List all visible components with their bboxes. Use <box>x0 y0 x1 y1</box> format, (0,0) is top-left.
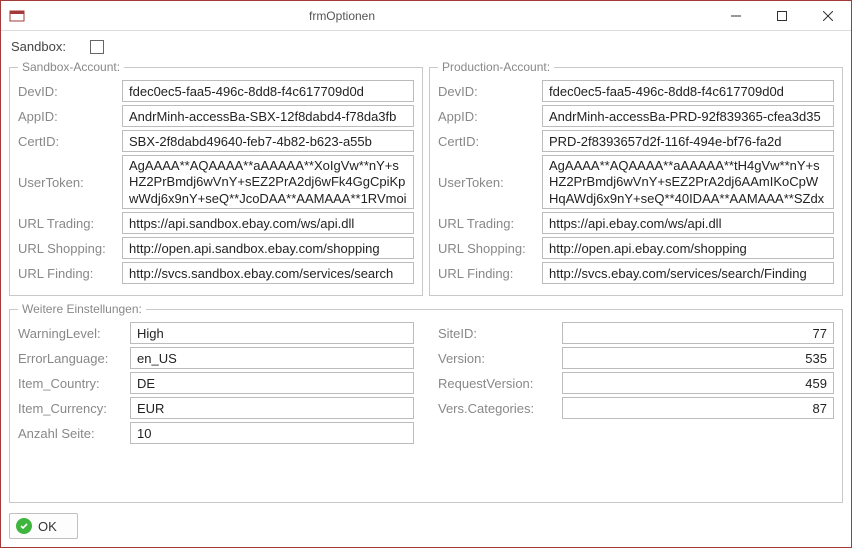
input-prd-appid[interactable]: AndrMinh-accessBa-PRD-92f839365-cfea3d35 <box>542 105 834 127</box>
further-settings-group: Weitere Einstellungen: WarningLevel: Hig… <box>9 302 843 503</box>
titlebar: frmOptionen <box>1 1 851 31</box>
row-prd-urltrading: URL Trading: https://api.ebay.com/ws/api… <box>438 212 834 234</box>
production-account-legend: Production-Account: <box>438 60 554 74</box>
input-prd-urlshopping[interactable]: http://open.api.ebay.com/shopping <box>542 237 834 259</box>
row-sbx-certid: CertID: SBX-2f8dabd49640-feb7-4b82-b623-… <box>18 130 414 152</box>
row-version: Version: 535 <box>438 347 834 369</box>
lbl-requestversion: RequestVersion: <box>438 376 556 391</box>
further-settings-legend: Weitere Einstellungen: <box>18 302 146 316</box>
lbl-item-currency: Item_Currency: <box>18 401 124 416</box>
lbl-sbx-certid: CertID: <box>18 134 116 149</box>
row-item-currency: Item_Currency: EUR <box>18 397 414 419</box>
lbl-sbx-appid: AppID: <box>18 109 116 124</box>
row-prd-urlshopping: URL Shopping: http://open.api.ebay.com/s… <box>438 237 834 259</box>
input-anzahl-seite[interactable]: 10 <box>130 422 414 444</box>
input-siteid[interactable]: 77 <box>562 322 834 344</box>
lbl-prd-appid: AppID: <box>438 109 536 124</box>
settings-col-left: WarningLevel: High ErrorLanguage: en_US … <box>18 322 414 447</box>
input-sbx-appid[interactable]: AndrMinh-accessBa-SBX-12f8dabd4-f78da3fb <box>122 105 414 127</box>
minimize-button[interactable] <box>713 1 759 30</box>
row-prd-appid: AppID: AndrMinh-accessBa-PRD-92f839365-c… <box>438 105 834 127</box>
sandbox-label: Sandbox: <box>11 39 66 54</box>
row-warninglevel: WarningLevel: High <box>18 322 414 344</box>
input-sbx-urlfinding[interactable]: http://svcs.sandbox.ebay.com/services/se… <box>122 262 414 284</box>
lbl-prd-certid: CertID: <box>438 134 536 149</box>
maximize-button[interactable] <box>759 1 805 30</box>
account-columns: Sandbox-Account: DevID: fdec0ec5-faa5-49… <box>9 60 843 296</box>
input-item-currency[interactable]: EUR <box>130 397 414 419</box>
lbl-sbx-devid: DevID: <box>18 84 116 99</box>
sandbox-account-legend: Sandbox-Account: <box>18 60 124 74</box>
settings-columns: WarningLevel: High ErrorLanguage: en_US … <box>18 322 834 447</box>
input-vers-categories[interactable]: 87 <box>562 397 834 419</box>
lbl-siteid: SiteID: <box>438 326 556 341</box>
row-sbx-appid: AppID: AndrMinh-accessBa-SBX-12f8dabd4-f… <box>18 105 414 127</box>
row-sbx-urlshopping: URL Shopping: http://open.api.sandbox.eb… <box>18 237 414 259</box>
input-prd-devid[interactable]: fdec0ec5-faa5-496c-8dd8-f4c617709d0d <box>542 80 834 102</box>
lbl-prd-urlshopping: URL Shopping: <box>438 241 536 256</box>
lbl-item-country: Item_Country: <box>18 376 124 391</box>
row-item-country: Item_Country: DE <box>18 372 414 394</box>
ok-button-label: OK <box>38 519 57 534</box>
lbl-prd-devid: DevID: <box>438 84 536 99</box>
input-prd-urlfinding[interactable]: http://svcs.ebay.com/services/search/Fin… <box>542 262 834 284</box>
input-sbx-usertoken[interactable]: AgAAAA**AQAAAA**aAAAAA**XoIgVw**nY+sHZ2P… <box>122 155 414 209</box>
production-account-group: Production-Account: DevID: fdec0ec5-faa5… <box>429 60 843 296</box>
lbl-sbx-usertoken: UserToken: <box>18 175 116 190</box>
window-controls <box>713 1 851 30</box>
window-title: frmOptionen <box>0 9 713 23</box>
row-sbx-urlfinding: URL Finding: http://svcs.sandbox.ebay.co… <box>18 262 414 284</box>
row-prd-urlfinding: URL Finding: http://svcs.ebay.com/servic… <box>438 262 834 284</box>
input-version[interactable]: 535 <box>562 347 834 369</box>
ok-button[interactable]: OK <box>9 513 78 539</box>
content-area: Sandbox: Sandbox-Account: DevID: fdec0ec… <box>1 31 851 547</box>
row-sbx-usertoken: UserToken: AgAAAA**AQAAAA**aAAAAA**XoIgV… <box>18 155 414 209</box>
lbl-sbx-urlfinding: URL Finding: <box>18 266 116 281</box>
lbl-prd-urlfinding: URL Finding: <box>438 266 536 281</box>
input-errorlanguage[interactable]: en_US <box>130 347 414 369</box>
lbl-version: Version: <box>438 351 556 366</box>
sandbox-account-group: Sandbox-Account: DevID: fdec0ec5-faa5-49… <box>9 60 423 296</box>
lbl-prd-usertoken: UserToken: <box>438 175 536 190</box>
input-warninglevel[interactable]: High <box>130 322 414 344</box>
row-requestversion: RequestVersion: 459 <box>438 372 834 394</box>
sandbox-checkbox[interactable] <box>90 40 104 54</box>
row-prd-certid: CertID: PRD-2f8393657d2f-116f-494e-bf76-… <box>438 130 834 152</box>
lbl-anzahl-seite: Anzahl Seite: <box>18 426 124 441</box>
window-frame: frmOptionen Sandbox: Sandbox-Account: De… <box>0 0 852 548</box>
input-sbx-certid[interactable]: SBX-2f8dabd49640-feb7-4b82-b623-a55b <box>122 130 414 152</box>
row-sbx-urltrading: URL Trading: https://api.sandbox.ebay.co… <box>18 212 414 234</box>
input-sbx-devid[interactable]: fdec0ec5-faa5-496c-8dd8-f4c617709d0d <box>122 80 414 102</box>
check-circle-icon <box>16 518 32 534</box>
input-prd-urltrading[interactable]: https://api.ebay.com/ws/api.dll <box>542 212 834 234</box>
row-errorlanguage: ErrorLanguage: en_US <box>18 347 414 369</box>
lbl-sbx-urlshopping: URL Shopping: <box>18 241 116 256</box>
row-sbx-devid: DevID: fdec0ec5-faa5-496c-8dd8-f4c617709… <box>18 80 414 102</box>
lbl-vers-categories: Vers.Categories: <box>438 401 556 416</box>
input-item-country[interactable]: DE <box>130 372 414 394</box>
close-button[interactable] <box>805 1 851 30</box>
footer: OK <box>9 513 843 539</box>
input-prd-certid[interactable]: PRD-2f8393657d2f-116f-494e-bf76-fa2d <box>542 130 834 152</box>
row-prd-usertoken: UserToken: AgAAAA**AQAAAA**aAAAAA**tH4gV… <box>438 155 834 209</box>
sandbox-toggle-row: Sandbox: <box>9 37 843 54</box>
row-anzahl-seite: Anzahl Seite: 10 <box>18 422 414 444</box>
input-sbx-urltrading[interactable]: https://api.sandbox.ebay.com/ws/api.dll <box>122 212 414 234</box>
lbl-warninglevel: WarningLevel: <box>18 326 124 341</box>
lbl-errorlanguage: ErrorLanguage: <box>18 351 124 366</box>
row-siteid: SiteID: 77 <box>438 322 834 344</box>
row-prd-devid: DevID: fdec0ec5-faa5-496c-8dd8-f4c617709… <box>438 80 834 102</box>
input-requestversion[interactable]: 459 <box>562 372 834 394</box>
settings-col-right: SiteID: 77 Version: 535 RequestVersion: … <box>438 322 834 447</box>
row-vers-categories: Vers.Categories: 87 <box>438 397 834 419</box>
lbl-sbx-urltrading: URL Trading: <box>18 216 116 231</box>
input-sbx-urlshopping[interactable]: http://open.api.sandbox.ebay.com/shoppin… <box>122 237 414 259</box>
input-prd-usertoken[interactable]: AgAAAA**AQAAAA**aAAAAA**tH4gVw**nY+sHZ2P… <box>542 155 834 209</box>
lbl-prd-urltrading: URL Trading: <box>438 216 536 231</box>
